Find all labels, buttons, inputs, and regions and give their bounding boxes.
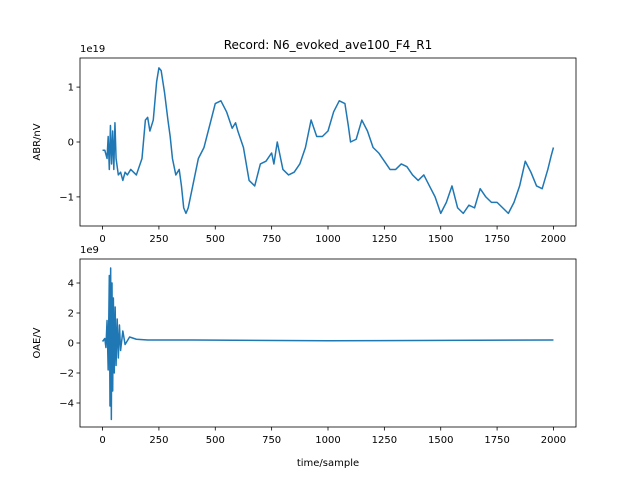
x-tick-label: 500 bbox=[206, 435, 225, 446]
y-offset-text: 1e19 bbox=[80, 44, 105, 55]
y-tick-label: 1 bbox=[68, 83, 74, 94]
y-tick-label: 0 bbox=[68, 138, 74, 149]
x-tick-label: 500 bbox=[206, 234, 225, 245]
x-tick-label: 2000 bbox=[541, 435, 566, 446]
y-axis-label: OAE/V bbox=[32, 327, 43, 358]
y-tick-label: −2 bbox=[59, 369, 74, 380]
x-tick-label: 2000 bbox=[541, 234, 566, 245]
x-tick-label: 1500 bbox=[428, 234, 453, 245]
data-line bbox=[102, 67, 555, 215]
x-tick-label: 1750 bbox=[484, 234, 509, 245]
x-tick-label: 1750 bbox=[484, 435, 509, 446]
axes-frame bbox=[79, 57, 577, 227]
y-tick-label: −1 bbox=[59, 192, 74, 203]
x-tick-label: 250 bbox=[149, 435, 168, 446]
y-tick-label: 2 bbox=[68, 309, 74, 320]
chart-title: Record: N6_evoked_ave100_F4_R1 bbox=[224, 38, 433, 52]
axes-frame bbox=[79, 258, 577, 428]
y-offset-text: 1e9 bbox=[80, 245, 99, 256]
y-tick-label: 0 bbox=[68, 339, 74, 350]
x-tick-label: 1250 bbox=[372, 435, 397, 446]
x-tick-label: 250 bbox=[149, 234, 168, 245]
x-tick-label: 1250 bbox=[372, 234, 397, 245]
data-line bbox=[101, 267, 554, 421]
y-tick-label: −4 bbox=[59, 399, 74, 410]
x-tick-label: 750 bbox=[262, 234, 281, 245]
x-tick-label: 0 bbox=[99, 234, 105, 245]
y-axis-label: ABR/nV bbox=[32, 123, 43, 160]
x-tick-label: 1000 bbox=[315, 234, 340, 245]
x-tick-label: 1000 bbox=[315, 435, 340, 446]
x-tick-label: 1500 bbox=[428, 435, 453, 446]
x-tick-label: 0 bbox=[99, 435, 105, 446]
x-tick-label: 750 bbox=[262, 435, 281, 446]
y-tick-label: 4 bbox=[68, 279, 74, 290]
x-axis-label: time/sample bbox=[297, 458, 359, 469]
